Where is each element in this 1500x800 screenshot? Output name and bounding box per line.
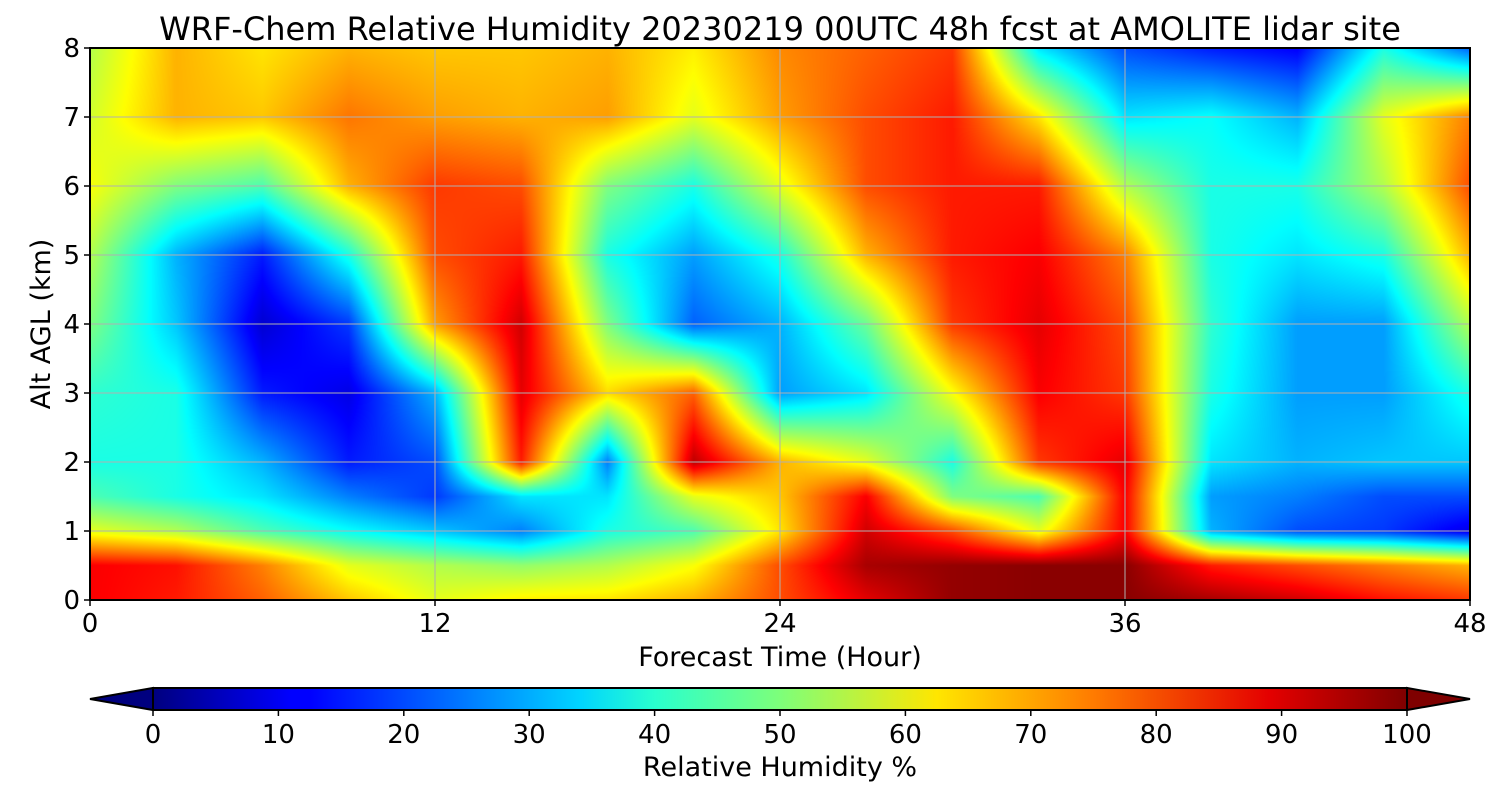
- colorbar-tick-label: 90: [1265, 720, 1298, 750]
- colorbar-gradient: [152, 687, 1408, 711]
- colorbar-tick-label: 40: [638, 720, 671, 750]
- colorbar-tick-label: 70: [1014, 720, 1047, 750]
- x-tick-label: 48: [1453, 609, 1486, 639]
- y-tick-label: 8: [63, 34, 80, 64]
- y-axis-label: Alt AGL (km): [26, 239, 57, 410]
- y-tick-label: 0: [63, 586, 80, 616]
- colorbar-tick-label: 100: [1382, 720, 1432, 750]
- y-axis: 0 1 2 3 4 5 6 7 8: [63, 34, 90, 616]
- x-tick-label: 36: [1108, 609, 1141, 639]
- colorbar-extend-low: [89, 686, 154, 712]
- colorbar-tick-label: 10: [262, 720, 295, 750]
- colorbar-tick-label: 50: [763, 720, 796, 750]
- colorbar-tick-label: 20: [387, 720, 420, 750]
- colorbar-tick-label: 60: [889, 720, 922, 750]
- chart-title: WRF-Chem Relative Humidity 20230219 00UT…: [159, 10, 1401, 48]
- y-tick-label: 3: [63, 379, 80, 409]
- plot-area: [89, 47, 1471, 601]
- x-tick-label: 24: [763, 609, 796, 639]
- y-tick-label: 6: [63, 172, 80, 202]
- colorbar-ticks: 0 10 20 30 40 50 60 70 80 90 100: [145, 710, 1432, 750]
- colorbar-extend-high: [1406, 686, 1471, 712]
- y-tick-label: 7: [63, 103, 80, 133]
- x-tick-label: 0: [82, 609, 99, 639]
- colorbar-label: Relative Humidity %: [643, 752, 917, 783]
- colorbar-tick-label: 30: [513, 720, 546, 750]
- colorbar-tick-label: 0: [145, 720, 162, 750]
- x-axis: 0 12 24 36 48: [82, 600, 1487, 639]
- y-tick-label: 2: [63, 448, 80, 478]
- y-tick-label: 1: [63, 517, 80, 547]
- x-tick-label: 12: [418, 609, 451, 639]
- colorbar-tick-label: 80: [1140, 720, 1173, 750]
- y-tick-label: 5: [63, 241, 80, 271]
- x-axis-label: Forecast Time (Hour): [638, 642, 922, 673]
- colorbar: 0 10 20 30 40 50 60 70 80 90 100 Relative Humidity…: [89, 686, 1471, 783]
- y-tick-label: 4: [63, 310, 80, 340]
